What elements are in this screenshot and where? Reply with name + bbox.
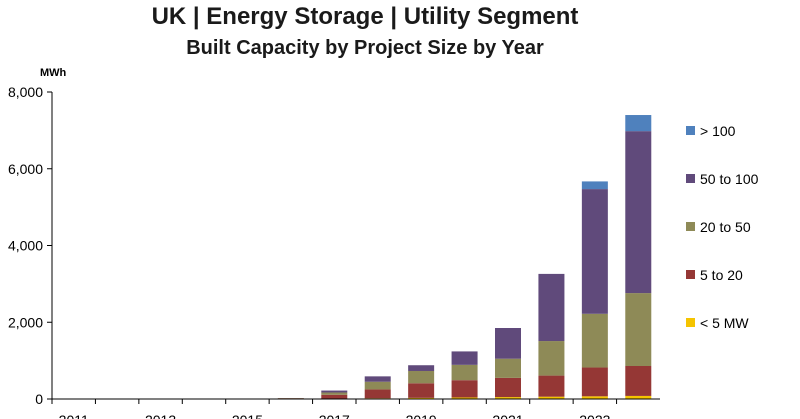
bar-2019-series-2 — [408, 370, 435, 384]
bar-2019-series-3 — [408, 365, 435, 371]
legend-label: 50 to 100 — [700, 171, 759, 187]
y-tick-label: 4,000 — [8, 238, 43, 254]
bar-2019-series-1 — [408, 383, 435, 398]
legend-swatch — [686, 126, 695, 135]
x-tick-label: 2019 — [406, 412, 437, 419]
bar-2024-series-1 — [625, 365, 652, 396]
bar-2023-series-1 — [581, 367, 608, 397]
bar-2023-series-4 — [581, 181, 608, 190]
bar-2017-series-1 — [321, 394, 348, 399]
bar-2022-series-0 — [538, 396, 565, 399]
bar-2018-series-1 — [364, 389, 391, 399]
chart-title: UK | Energy Storage | Utility Segment — [152, 3, 579, 30]
bar-2021-series-3 — [495, 328, 521, 359]
x-tick-label: 2013 — [145, 412, 176, 419]
legend-swatch — [686, 318, 695, 327]
legend-swatch — [686, 222, 695, 231]
bar-2021-series-2 — [495, 358, 521, 378]
y-tick-label: 8,000 — [8, 84, 43, 100]
y-tick-label: 6,000 — [8, 161, 43, 177]
y-tick-label: 2,000 — [8, 314, 43, 330]
bar-2021-series-0 — [495, 397, 521, 399]
legend-label: 20 to 50 — [700, 219, 751, 235]
legend-swatch — [686, 270, 695, 279]
legend: > 100 50 to 100 20 to 50 5 to 20 < 5 MW — [686, 123, 759, 331]
bar-2023-series-2 — [581, 313, 608, 368]
x-tick-label: 2011 — [59, 412, 89, 419]
bar-2020-series-1 — [451, 380, 478, 398]
bar-2019-series-0 — [408, 397, 435, 399]
bar-2017-series-2 — [321, 392, 348, 395]
x-tick-label: 2015 — [232, 412, 263, 419]
bar-2020-series-0 — [451, 397, 478, 399]
x-tick-label: 2021 — [492, 412, 523, 419]
legend-label: 5 to 20 — [700, 267, 743, 283]
y-axis-ticks: 0 2,000 4,000 6,000 8,000 — [8, 84, 52, 407]
bar-2020-series-2 — [451, 364, 478, 381]
bar-2018-series-2 — [364, 381, 391, 390]
bar-2020-series-3 — [451, 351, 478, 365]
bar-2022-series-3 — [538, 273, 565, 342]
bar-2017-series-3 — [321, 390, 348, 393]
chart-subtitle: Built Capacity by Project Size by Year — [186, 37, 544, 59]
legend-swatch — [686, 174, 695, 183]
x-tick-label: 2017 — [319, 412, 350, 419]
bars — [277, 115, 652, 399]
legend-label: > 100 — [700, 123, 736, 139]
bar-2023-series-3 — [581, 189, 608, 314]
x-tick-label: 2023 — [579, 412, 610, 419]
bar-2024-series-2 — [625, 293, 652, 366]
bar-2018-series-3 — [364, 376, 391, 382]
y-axis-unit-label: MWh — [40, 67, 67, 79]
bar-2023-series-0 — [581, 396, 608, 399]
bar-2022-series-1 — [538, 375, 565, 397]
bar-2024-series-3 — [625, 131, 652, 294]
x-axis-ticks: 2011 2013 2015 2017 2019 2021 2023 — [51, 399, 618, 419]
bar-2021-series-1 — [495, 377, 521, 398]
bar-2024-series-0 — [625, 395, 652, 399]
bar-2022-series-2 — [538, 341, 565, 376]
legend-label: < 5 MW — [700, 315, 749, 331]
y-tick-label: 0 — [35, 391, 43, 407]
bar-2024-series-4 — [625, 115, 652, 132]
